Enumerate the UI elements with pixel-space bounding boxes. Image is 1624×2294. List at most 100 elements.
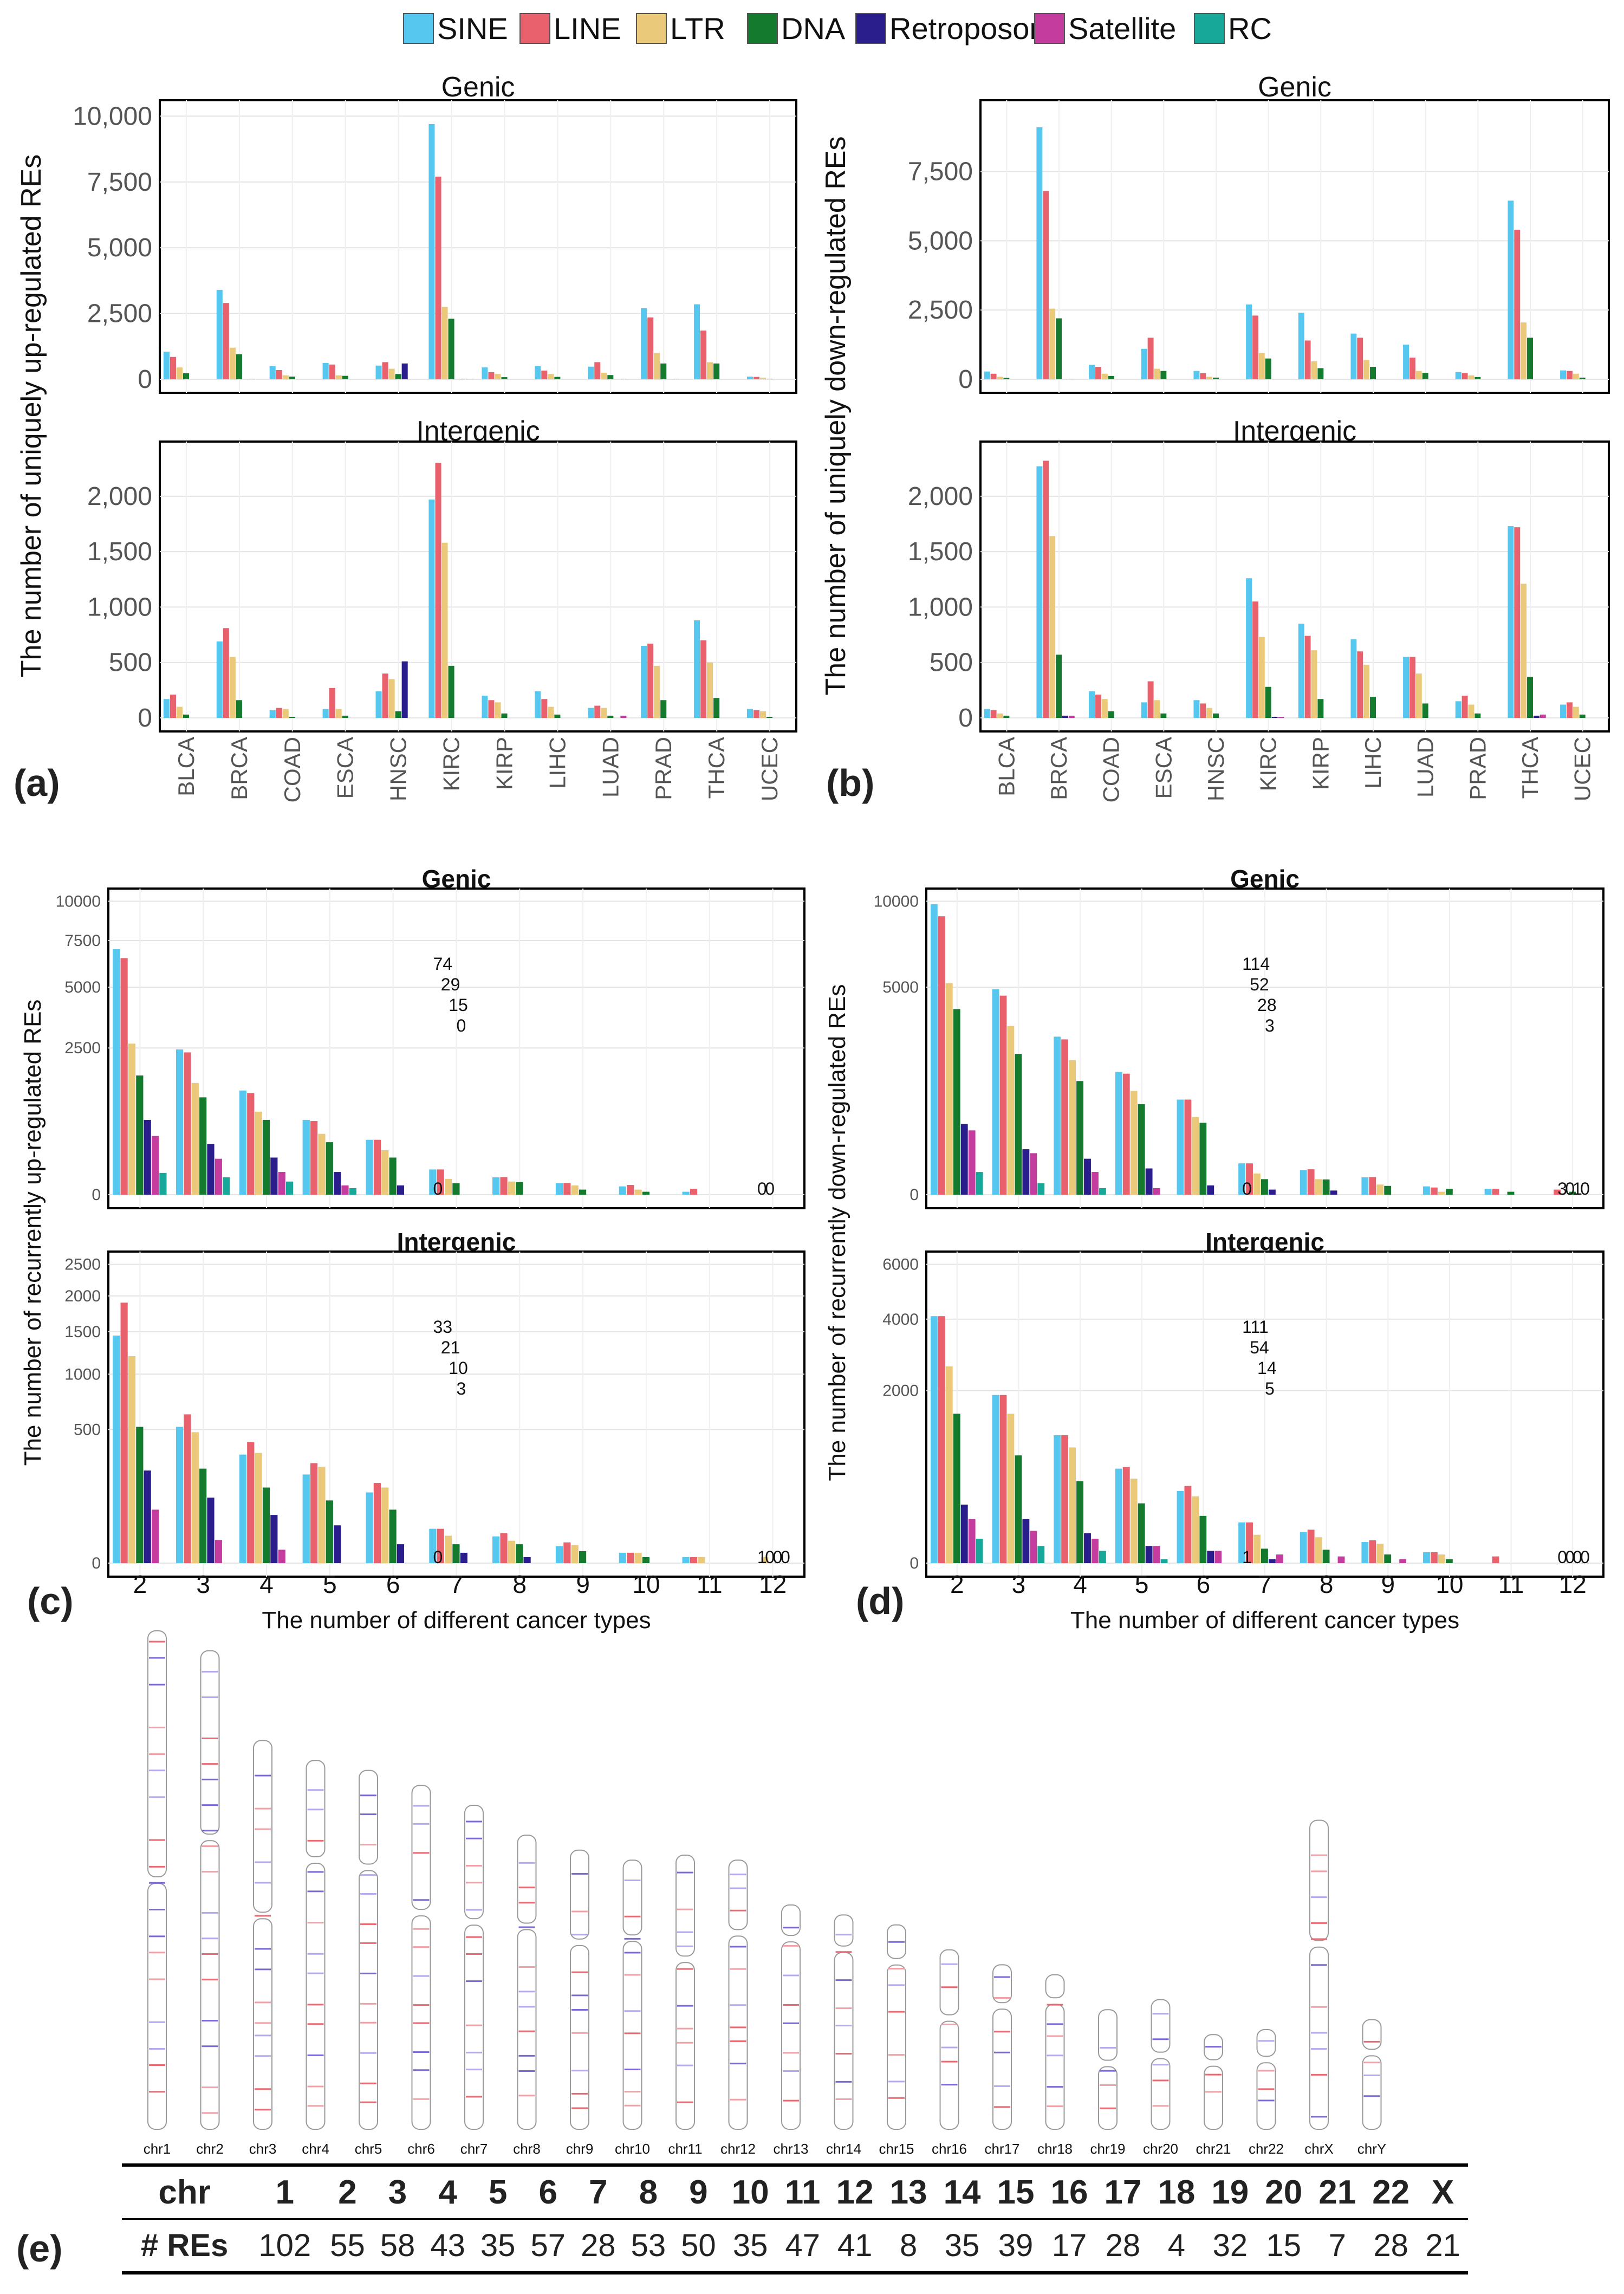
- y-tick-label: 2,500: [87, 300, 152, 328]
- bar-line-BLCA: [170, 695, 176, 718]
- bar-annotation: 21: [441, 1338, 460, 1357]
- bar-sine-10: [1423, 1552, 1430, 1563]
- y-tick-label: 0: [92, 1554, 101, 1572]
- bar-ltr-12: [761, 1557, 769, 1563]
- bar-dna-LIHC: [554, 377, 561, 379]
- bar-dna-2: [136, 1427, 144, 1563]
- bar-sine-7: [1238, 1522, 1245, 1563]
- bar-ltr-9: [571, 1545, 579, 1563]
- bar-sine-11: [682, 1557, 690, 1563]
- bar-dna-HNSC: [1213, 377, 1219, 379]
- bar-sine-6: [1177, 1491, 1184, 1563]
- bar-ltr-KIRC: [441, 542, 448, 718]
- bar-retroposon-6: [1207, 1551, 1214, 1563]
- bar-rc-2: [976, 1538, 983, 1563]
- bar-ltr-ESCA: [335, 375, 342, 379]
- bar-dna-ESCA: [342, 715, 348, 718]
- bar-ltr-THCA: [707, 362, 713, 379]
- bar-line-4: [1061, 1435, 1069, 1563]
- chromosome-label: chr2: [196, 2141, 224, 2157]
- table-count-cell: 28: [1096, 2219, 1150, 2274]
- bar-sine-COAD: [269, 710, 276, 718]
- y-axis-label: The number of uniquely down-regulated RE…: [820, 137, 852, 696]
- bar-dna-PRAD: [1474, 713, 1481, 718]
- bar-retroposon-7: [1268, 1559, 1276, 1563]
- bar-dna-11: [1507, 1191, 1515, 1195]
- table-chr-cell: 16: [1042, 2163, 1096, 2220]
- legend: SINE LINE LTR DNA Retroposon Satellite RC: [403, 11, 1272, 46]
- x-axis-label: The number of different cancer types: [1070, 1607, 1459, 1634]
- chromosome-label: chr14: [826, 2141, 861, 2157]
- bar-retroposon-2: [144, 1119, 151, 1195]
- bar-line-PRAD: [1461, 696, 1468, 718]
- bar-dna-2: [953, 1414, 960, 1563]
- bar-rc-2: [976, 1172, 983, 1195]
- bar-retroposon-8: [523, 1557, 531, 1563]
- chromosome-label: chr8: [513, 2141, 541, 2157]
- chromosome-arm: [781, 1904, 801, 1936]
- y-tick-label: 10,000: [73, 102, 152, 131]
- x-tick-label: KIRC: [439, 737, 464, 791]
- chromosome-label: chr22: [1249, 2141, 1284, 2157]
- bar-dna-BRCA: [1056, 318, 1062, 379]
- table-header-row: chr 1 2 3 4 5 6 7 8 9 10 11 12 13 14 15 16 17 18 19 20 21 22 X: [122, 2163, 1468, 2220]
- bar-sine-HNSC: [375, 691, 382, 718]
- bar-dna-9: [1384, 1185, 1392, 1195]
- bar-ltr-3: [191, 1083, 199, 1195]
- bar-ltr-9: [1376, 1544, 1384, 1563]
- x-tick-label: BLCA: [993, 737, 1019, 796]
- table-count-cell: 43: [423, 2219, 473, 2274]
- chromosome-arm: [675, 1855, 695, 1957]
- table-count-cell: 35: [935, 2219, 989, 2274]
- facet-title-genic: Genic: [441, 72, 515, 103]
- bar-sine-KIRC: [1246, 578, 1252, 718]
- bar-ltr-8: [508, 1540, 515, 1563]
- bar-dna-KIRP: [501, 377, 508, 379]
- table-chr-cell: 10: [723, 2163, 777, 2220]
- bar-ltr-2: [128, 1044, 136, 1195]
- y-tick-label: 1000: [64, 1365, 101, 1383]
- bar-sine-HNSC: [1193, 700, 1200, 718]
- bar-line-8: [500, 1177, 508, 1195]
- bar-ltr-5: [318, 1133, 326, 1195]
- table-chr-cell: 1: [247, 2163, 323, 2220]
- x-tick-label: 6: [1197, 1570, 1211, 1598]
- x-tick-label: BRCA: [226, 737, 252, 800]
- bar-line-ESCA: [329, 688, 335, 718]
- bar-sine-8: [1300, 1532, 1307, 1563]
- chromosome-arm: [359, 1870, 378, 2130]
- chromosome-arm: [200, 1650, 220, 1835]
- table-count-cell: 32: [1203, 2219, 1257, 2274]
- x-tick-label: 5: [323, 1570, 337, 1598]
- x-tick-label: LUAD: [597, 737, 623, 798]
- bar-line-THCA: [700, 640, 707, 718]
- table-count-cell: 35: [472, 2219, 523, 2274]
- chromosome-label: chr4: [302, 2141, 329, 2157]
- y-tick-label: 0: [958, 365, 973, 394]
- legend-label-ltr: LTR: [670, 11, 725, 46]
- x-tick-label: LIHC: [544, 737, 570, 789]
- legend-label-retroposon: Retroposon: [889, 11, 1047, 46]
- bar-ltr-7: [444, 1178, 452, 1195]
- chromosome-arm: [622, 1941, 642, 2130]
- bar-dna-COAD: [289, 716, 295, 718]
- bar-line-5: [1122, 1073, 1130, 1195]
- table-chr-cell: 13: [881, 2163, 936, 2220]
- bar-sine-KIRP: [482, 696, 488, 718]
- bar-line-KIRP: [1304, 340, 1311, 379]
- y-tick-label: 1,000: [87, 593, 152, 621]
- bar-line-LIHC: [541, 370, 548, 379]
- bar-line-PRAD: [1461, 373, 1468, 379]
- bar-retroposon-3: [1022, 1149, 1030, 1195]
- bar-ltr-LIHC: [548, 707, 554, 718]
- panel-label-b: (b): [826, 762, 875, 804]
- y-tick-label: 7,500: [908, 158, 973, 186]
- bar-retroposon-THCA: [1533, 715, 1539, 718]
- y-tick-label: 0: [910, 1186, 919, 1204]
- bar-rc-2: [159, 1172, 167, 1195]
- bar-ltr-6: [1192, 1496, 1199, 1563]
- table-count-cell: 21: [1418, 2219, 1468, 2274]
- bar-ltr-UCEC: [1573, 373, 1579, 379]
- bar-dna-THCA: [1527, 338, 1533, 379]
- bar-satellite-3: [1030, 1153, 1037, 1195]
